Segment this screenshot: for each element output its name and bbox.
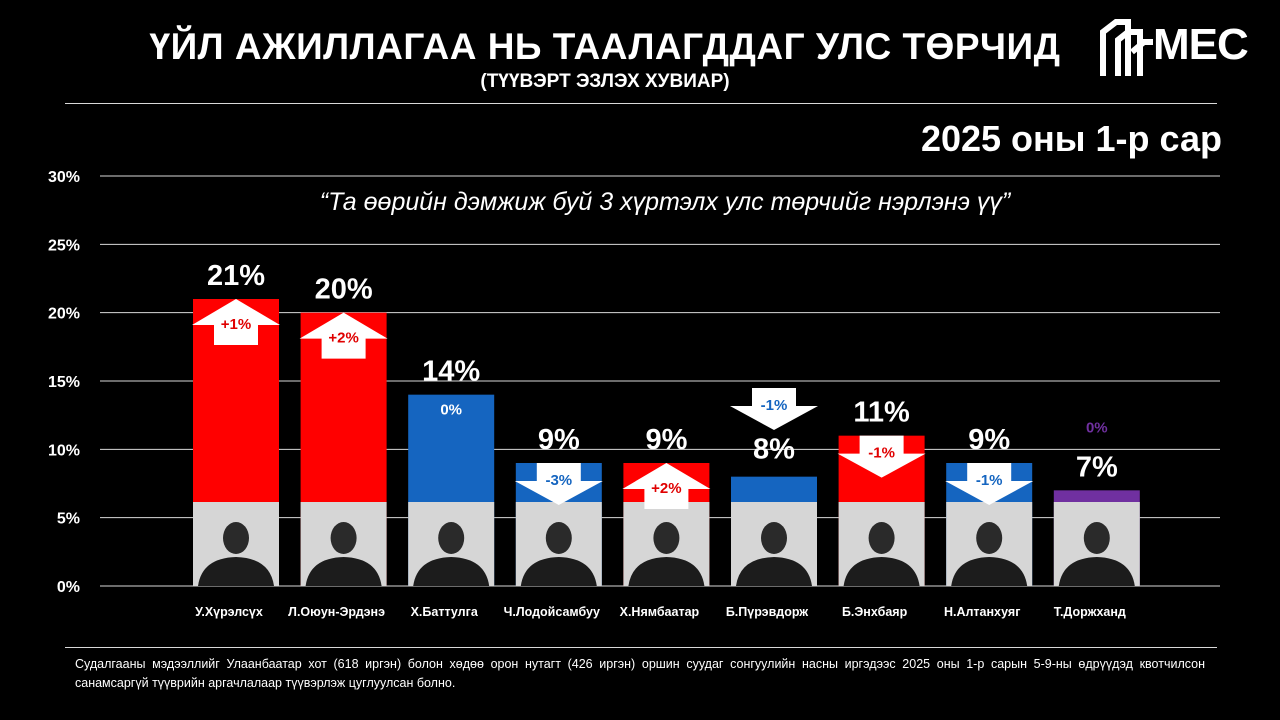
portrait-body-icon: [736, 557, 812, 586]
category-label: Т.Доржханд: [1054, 605, 1126, 619]
header-divider: [65, 103, 1217, 104]
change-label: 0%: [1086, 419, 1108, 436]
change-label: +2%: [328, 330, 358, 347]
category-label: Х.Баттулга: [411, 605, 479, 619]
y-tick-label: 25%: [48, 237, 80, 254]
value-label: 21%: [207, 260, 265, 292]
portrait-body-icon: [843, 557, 920, 586]
value-label: 11%: [853, 397, 910, 429]
portrait-body-icon: [951, 557, 1028, 586]
footnote: Судалгааны мэдээллийг Улаанбаатар хот (6…: [75, 657, 1205, 690]
portrait-body-icon: [1058, 557, 1135, 586]
y-tick-label: 0%: [57, 579, 80, 596]
portrait-head-icon: [653, 522, 680, 554]
y-tick-label: 30%: [48, 169, 80, 186]
change-up-arrow-icon: [299, 312, 388, 359]
change-label: +1%: [221, 316, 251, 333]
portrait-head-icon: [223, 522, 249, 554]
mec-logo-icon: [1100, 19, 1153, 76]
change-label: 0%: [440, 402, 462, 419]
value-label: 14%: [422, 356, 480, 388]
survey-question: “Та өөрийн дэмжиж буй 3 хүртэлх улс төрч…: [319, 188, 1011, 216]
value-label: 9%: [538, 424, 580, 456]
change-up-arrow-icon: [192, 299, 280, 345]
page-subtitle: (ТҮҮВЭРТ ЭЗЛЭХ ХУВИАР): [480, 71, 730, 92]
change-label: -1%: [976, 472, 1003, 489]
value-label: 20%: [315, 274, 373, 306]
portrait-body-icon: [520, 557, 597, 586]
page-title: ҮЙЛ АЖИЛЛАГАА НЬ ТААЛАГДДАГ УЛС ТӨРЧИД: [149, 26, 1061, 67]
value-label: 9%: [968, 424, 1010, 456]
portrait-head-icon: [976, 522, 1003, 554]
change-down-arrow-icon: [730, 388, 818, 430]
survey-period: 2025 оны 1-р сар: [920, 118, 1222, 159]
portrait-body-icon: [305, 557, 382, 586]
portrait-head-icon: [868, 522, 895, 554]
portrait-head-icon: [438, 522, 465, 554]
footer-divider: [65, 647, 1217, 648]
category-label: Л.Оюун-Эрдэнэ: [288, 605, 385, 619]
category-label: Н.Алтанхуяг: [944, 605, 1020, 619]
y-tick-label: 20%: [48, 306, 80, 323]
change-down-arrow-icon: [514, 463, 603, 505]
category-label: У.Хүрэлсүх: [195, 605, 263, 619]
logo-text: MEC: [1153, 20, 1249, 69]
portrait-head-icon: [1083, 522, 1110, 554]
category-label: Х.Нямбаатар: [620, 605, 700, 619]
category-label: Ч.Лодойсамбуу: [504, 605, 600, 619]
category-label: Б.Пүрэвдорж: [726, 605, 808, 619]
portrait-head-icon: [330, 522, 357, 554]
value-label: 9%: [645, 424, 687, 456]
portrait-body-icon: [628, 557, 705, 586]
change-down-arrow-icon: [945, 463, 1034, 505]
change-label: -1%: [761, 397, 788, 414]
y-tick-label: 15%: [48, 374, 80, 391]
change-down-arrow-icon: [837, 435, 926, 478]
portrait-head-icon: [761, 522, 787, 554]
change-label: -1%: [868, 445, 895, 462]
change-label: +2%: [651, 480, 681, 497]
change-up-arrow-icon: [622, 463, 711, 509]
category-label: Б.Энхбаяр: [842, 605, 908, 619]
y-tick-label: 10%: [48, 442, 80, 459]
portrait-body-icon: [198, 557, 274, 586]
y-tick-label: 5%: [57, 511, 80, 528]
change-label: -3%: [545, 472, 572, 489]
value-label: 8%: [753, 434, 795, 466]
value-label: 7%: [1076, 451, 1118, 483]
portrait-body-icon: [413, 557, 490, 586]
portrait-head-icon: [545, 522, 572, 554]
